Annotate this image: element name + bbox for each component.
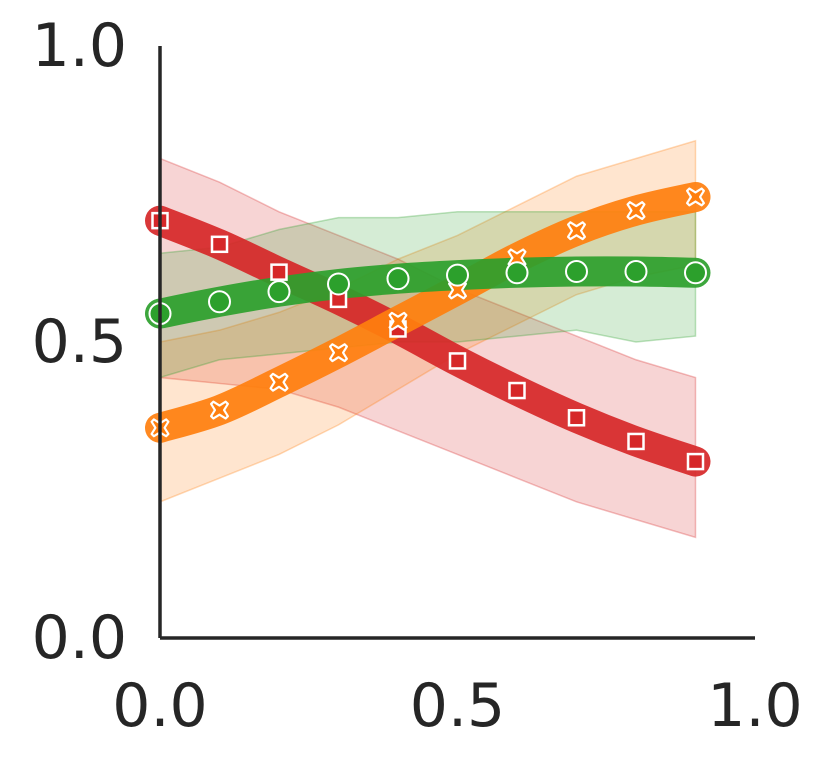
- y-tick-label-2: 0.5: [32, 307, 127, 377]
- marker-circle-3-4: [327, 272, 350, 296]
- marker-circle-3-10: [684, 261, 707, 285]
- marker-square-1-10: [686, 452, 705, 471]
- y-tick-label-3: 1.0: [32, 11, 127, 81]
- series-markers: [148, 187, 707, 471]
- marker-circle-3-2: [208, 290, 231, 314]
- marker-circle-3-5: [386, 267, 410, 291]
- marker-square-1-7: [508, 381, 526, 400]
- marker-circle-3-7: [505, 261, 529, 285]
- marker-x-2-3: [269, 372, 289, 392]
- marker-circle-3-9: [624, 260, 648, 284]
- x-tick-label-2: 0.5: [410, 671, 505, 741]
- marker-square-1-3: [270, 263, 288, 281]
- series-line-2: [145, 181, 711, 443]
- series-line-3: [145, 256, 711, 329]
- axes: [158, 46, 755, 640]
- tick-labels: 0.0 0.5 1.0 0.0 0.5 1.0: [32, 11, 803, 741]
- marker-x-2-10: [686, 187, 705, 207]
- marker-circle-3-8: [565, 260, 588, 284]
- marker-square-1-6: [448, 352, 467, 370]
- x-tick-label-1: 0.0: [112, 671, 207, 741]
- x-tick-label-3: 1.0: [707, 671, 802, 741]
- marker-square-1-2: [210, 235, 229, 254]
- series-line-1: [145, 205, 711, 477]
- series-lines: [145, 181, 711, 477]
- marker-x-2-2: [210, 400, 229, 420]
- marker-x-2-8: [567, 221, 586, 241]
- marker-x-2-9: [626, 201, 646, 221]
- marker-x-2-4: [329, 343, 348, 363]
- marker-x-2-5: [388, 311, 408, 331]
- marker-circle-3-6: [446, 263, 469, 287]
- marker-square-1-9: [627, 432, 645, 451]
- marker-square-1-8: [567, 409, 586, 427]
- y-tick-label-1: 0.0: [32, 603, 127, 673]
- marker-circle-3-3: [267, 280, 291, 304]
